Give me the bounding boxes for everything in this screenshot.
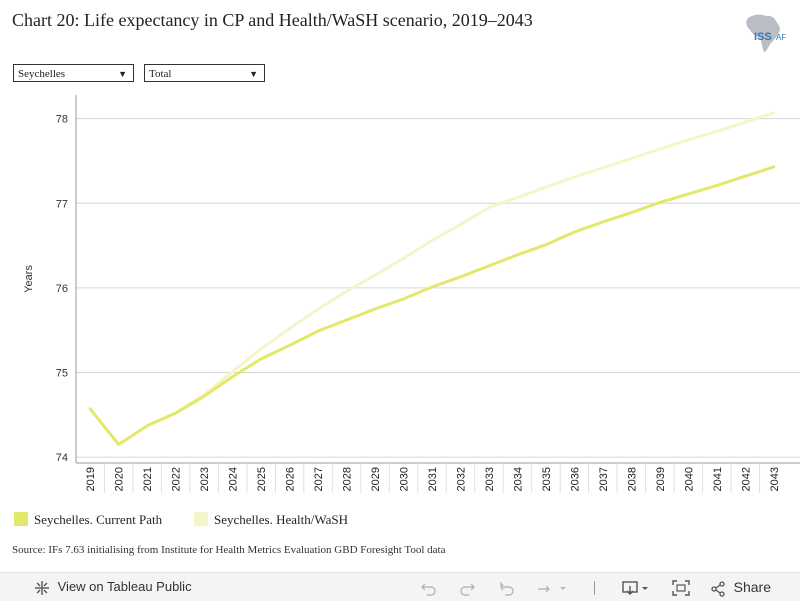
logo-text: ISS (754, 31, 772, 43)
download-button[interactable] (622, 573, 652, 601)
tableau-toolbar: View on Tableau Public Share (0, 572, 800, 601)
x-tick-label: 2033 (484, 467, 496, 491)
x-tick-label: 2031 (427, 467, 439, 491)
iss-africa-logo: ISS AF (746, 14, 786, 53)
life-expectancy-chart: 74 75 76 77 78 Years 2019 2020 2021 2022 2023 2024 2… (23, 95, 800, 493)
view-on-tableau-link[interactable]: View on Tableau Public (34, 573, 192, 601)
y-tick-label: 76 (56, 283, 68, 295)
x-tick-label: 2042 (740, 467, 752, 491)
chart-title: Chart 20: Life expectancy in CP and Heal… (12, 10, 533, 30)
x-tick-label: 2035 (541, 467, 553, 491)
country-filter-dropdown[interactable]: Seychelles ▼ (13, 64, 134, 82)
x-tick-label: 2023 (199, 467, 211, 491)
series-line-health-wash (88, 111, 776, 446)
legend-item-health-wash[interactable]: Seychelles. Health/WaSH (194, 512, 348, 528)
y-tick-label: 78 (56, 114, 68, 126)
sex-filter-dropdown[interactable]: Total ▼ (144, 64, 265, 82)
x-tick-label: 2034 (512, 467, 524, 491)
x-tick-label: 2036 (569, 467, 581, 491)
share-icon (711, 580, 725, 597)
x-tick-label: 2043 (769, 467, 781, 491)
legend-swatch-current-path (14, 512, 28, 526)
y-axis-label: Years (23, 265, 35, 293)
x-tick-label: 2038 (626, 467, 638, 491)
x-tick-label: 2030 (399, 467, 411, 491)
x-tick-label: 2022 (171, 467, 183, 491)
download-icon (622, 580, 648, 595)
legend-swatch-health-wash (194, 512, 208, 526)
source-note: Source: IFs 7.63 initialising from Insti… (12, 544, 446, 556)
refresh-button[interactable] (536, 573, 566, 601)
x-tick-label: 2021 (142, 467, 154, 491)
x-tick-label: 2029 (370, 467, 382, 491)
x-tick-label: 2032 (455, 467, 467, 491)
revert-icon (500, 581, 514, 596)
tableau-icon (35, 580, 49, 595)
redo-button[interactable] (458, 573, 476, 601)
x-tick-label: 2020 (114, 467, 126, 491)
x-tick-label: 2026 (285, 467, 297, 491)
x-tick-label: 2025 (256, 467, 268, 491)
undo-icon (421, 583, 436, 596)
x-tick-label: 2039 (655, 467, 667, 491)
chevron-down-icon: ▼ (118, 69, 127, 79)
undo-button[interactable] (420, 573, 438, 601)
x-tick-label: 2019 (85, 467, 97, 491)
share-label: Share (733, 579, 771, 595)
legend-label-health-wash: Seychelles. Health/WaSH (214, 512, 348, 527)
y-tick-label: 77 (56, 198, 68, 210)
refresh-icon (538, 585, 566, 593)
chevron-down-icon: ▼ (249, 69, 258, 79)
y-tick-label: 74 (56, 452, 68, 464)
fullscreen-button[interactable] (672, 573, 690, 601)
sex-filter-value: Total (149, 68, 172, 80)
country-filter-value: Seychelles (18, 68, 66, 80)
x-tick-label: 2028 (342, 467, 354, 491)
logo-suffix: AF (776, 33, 786, 42)
x-tick-label: 2040 (683, 467, 695, 491)
y-tick-label: 75 (56, 367, 68, 379)
x-tick-label: 2027 (313, 467, 325, 491)
redo-icon (460, 583, 475, 596)
x-tick-label: 2024 (228, 467, 240, 491)
share-button[interactable]: Share (710, 573, 771, 601)
view-on-tableau-label: View on Tableau Public (57, 579, 192, 594)
x-tick-label: 2037 (598, 467, 610, 491)
fullscreen-icon (672, 579, 690, 596)
x-tick-label: 2041 (712, 467, 724, 491)
toolbar-divider (594, 581, 595, 595)
legend-item-current-path[interactable]: Seychelles. Current Path (14, 512, 162, 528)
revert-button[interactable] (498, 573, 516, 601)
legend-label-current-path: Seychelles. Current Path (34, 512, 163, 527)
series-line-current-path (88, 165, 776, 446)
